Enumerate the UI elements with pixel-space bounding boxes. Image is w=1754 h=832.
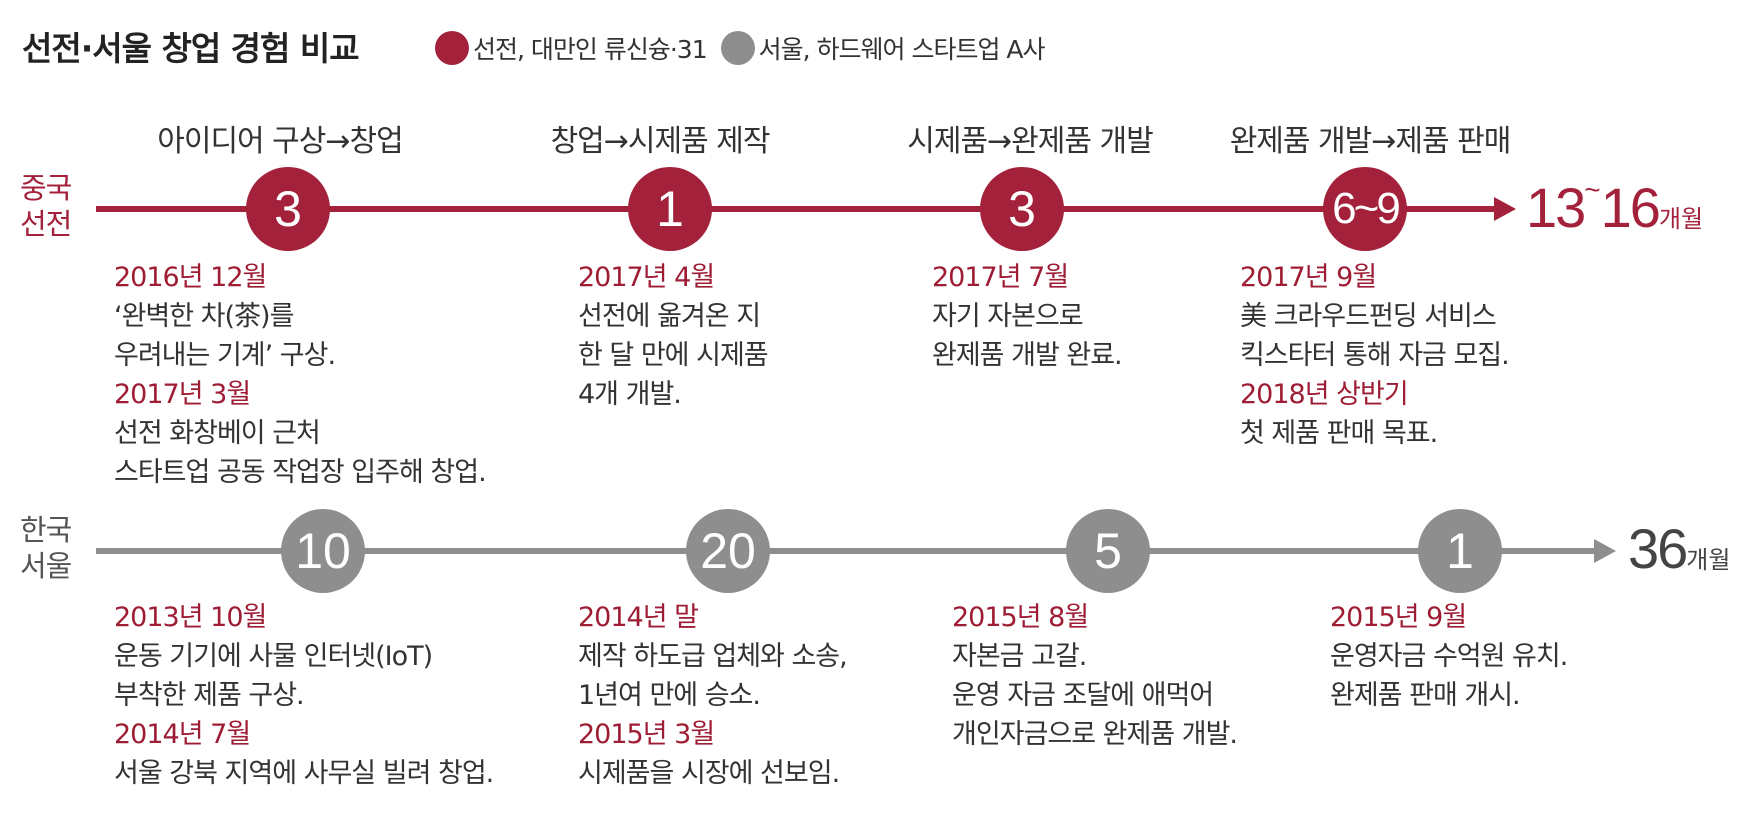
note-text: 자본금 고갈. — [952, 641, 1087, 672]
milestone-shenzhen-3: 3 — [980, 167, 1064, 251]
note-text: 운영자금 수억원 유치. — [1330, 641, 1568, 672]
note-date: 2015년 8월 — [952, 602, 1089, 633]
note-text: 서울 강북 지역에 사무실 빌려 창업. — [114, 758, 494, 789]
row-label-shenzhen: 중국 선전 — [20, 170, 72, 242]
note-seoul-3: 2015년 8월 자본금 고갈. 운영 자금 조달에 애먹어 개인자금으로 완제… — [952, 598, 1238, 754]
milestone-seoul-2: 20 — [686, 509, 770, 593]
note-text: 부착한 제품 구상. — [114, 680, 305, 711]
timeline-arrow-seoul — [1594, 539, 1616, 563]
phase-header-4: 완제품 개발→제품 판매 — [1229, 124, 1512, 159]
phase-header-1: 아이디어 구상→창업 — [157, 124, 403, 159]
note-text: 美 크라우드펀딩 서비스 — [1240, 301, 1497, 332]
total-shenzhen: 13~16개월 — [1526, 174, 1703, 240]
note-text: 1년여 만에 승소. — [578, 680, 761, 711]
legend-label-shenzhen: 선전, 대만인 류신슝·31 — [473, 35, 708, 64]
note-date: 2015년 3월 — [578, 719, 715, 750]
phase-header-3: 시제품→완제품 개발 — [907, 124, 1153, 159]
note-date: 2016년 12월 — [114, 262, 267, 293]
note-seoul-1: 2013년 10월 운동 기기에 사물 인터넷(IoT) 부착한 제품 구상. … — [114, 598, 494, 793]
row-label-line1: 중국 — [20, 171, 72, 205]
note-shenzhen-1: 2016년 12월 ‘완벽한 차(茶)를 우려내는 기계’ 구상. 2017년 … — [114, 258, 487, 492]
note-date: 2017년 7월 — [932, 262, 1069, 293]
milestone-shenzhen-1: 3 — [246, 167, 330, 251]
note-shenzhen-2: 2017년 4월 선전에 옮겨온 지 한 달 만에 시제품 4개 개발. — [578, 258, 769, 414]
note-date: 2014년 7월 — [114, 719, 251, 750]
row-label-seoul: 한국 서울 — [20, 512, 72, 584]
legend-dot-seoul — [720, 31, 755, 65]
total-unit: 개월 — [1658, 205, 1704, 233]
total-high: 16 — [1600, 176, 1661, 239]
total-unit: 개월 — [1686, 546, 1731, 574]
milestone-seoul-4: 1 — [1418, 509, 1502, 593]
note-date: 2015년 9월 — [1330, 602, 1467, 633]
note-text: 완제품 개발 완료. — [932, 340, 1123, 371]
total-value: 36 — [1628, 517, 1688, 580]
note-text: 운영 자금 조달에 애먹어 — [952, 680, 1214, 711]
phase-header-2: 창업→시제품 제작 — [550, 124, 771, 159]
note-text: 킥스타터 통해 자금 모집. — [1240, 340, 1510, 371]
row-label-line2: 서울 — [20, 549, 72, 583]
note-date: 2017년 4월 — [578, 262, 715, 293]
note-text: 한 달 만에 시제품 — [578, 340, 769, 371]
note-text: 선전에 옮겨온 지 — [578, 301, 761, 332]
note-text: 제작 하도급 업체와 소송, — [578, 641, 848, 672]
note-text: 우려내는 기계’ 구상. — [114, 340, 336, 371]
legend-label-seoul: 서울, 하드웨어 스타트업 A사 — [758, 35, 1046, 64]
note-seoul-2: 2014년 말 제작 하도급 업체와 소송, 1년여 만에 승소. 2015년 … — [578, 598, 848, 793]
note-text: 첫 제품 판매 목표. — [1240, 418, 1438, 449]
timeline-seoul — [96, 548, 1596, 554]
page-title: 선전·서울 창업 경험 비교 — [22, 29, 360, 68]
note-text: 시제품을 시장에 선보임. — [578, 758, 840, 789]
note-shenzhen-3: 2017년 7월 자기 자본으로 완제품 개발 완료. — [932, 258, 1123, 375]
note-seoul-4: 2015년 9월 운영자금 수억원 유치. 완제품 판매 개시. — [1330, 598, 1568, 715]
milestone-shenzhen-2: 1 — [628, 167, 712, 251]
legend: 선전, 대만인 류신슝·31 서울, 하드웨어 스타트업 A사 — [435, 30, 1045, 66]
note-text: 4개 개발. — [578, 379, 682, 410]
note-text: ‘완벽한 차(茶)를 — [114, 301, 294, 332]
milestone-seoul-1: 10 — [281, 509, 365, 593]
total-low: 13 — [1526, 176, 1586, 239]
note-text: 선전 화창베이 근처 — [114, 418, 321, 449]
milestone-seoul-3: 5 — [1066, 509, 1150, 593]
note-text: 스타트업 공동 작업장 입주해 창업. — [114, 457, 487, 488]
note-date: 2017년 3월 — [114, 379, 251, 410]
total-seoul: 36개월 — [1628, 516, 1730, 581]
row-label-line2: 선전 — [20, 207, 72, 241]
legend-dot-shenzhen — [435, 31, 469, 65]
total-separator: ~ — [1584, 174, 1601, 205]
note-text: 완제품 판매 개시. — [1330, 680, 1521, 711]
note-text: 자기 자본으로 — [932, 301, 1084, 332]
note-text: 운동 기기에 사물 인터넷(IoT) — [114, 641, 433, 672]
note-shenzhen-4: 2017년 9월 美 크라우드펀딩 서비스 킥스타터 통해 자금 모집. 201… — [1240, 258, 1510, 453]
timeline-arrow-shenzhen — [1494, 197, 1516, 221]
note-date: 2017년 9월 — [1240, 262, 1377, 293]
row-label-line1: 한국 — [20, 513, 72, 547]
note-date: 2014년 말 — [578, 602, 699, 633]
note-date: 2013년 10월 — [114, 602, 267, 633]
note-date: 2018년 상반기 — [1240, 379, 1409, 410]
note-text: 개인자금으로 완제품 개발. — [952, 719, 1238, 750]
milestone-shenzhen-4: 6~9 — [1323, 167, 1407, 251]
timeline-shenzhen — [96, 206, 1496, 212]
